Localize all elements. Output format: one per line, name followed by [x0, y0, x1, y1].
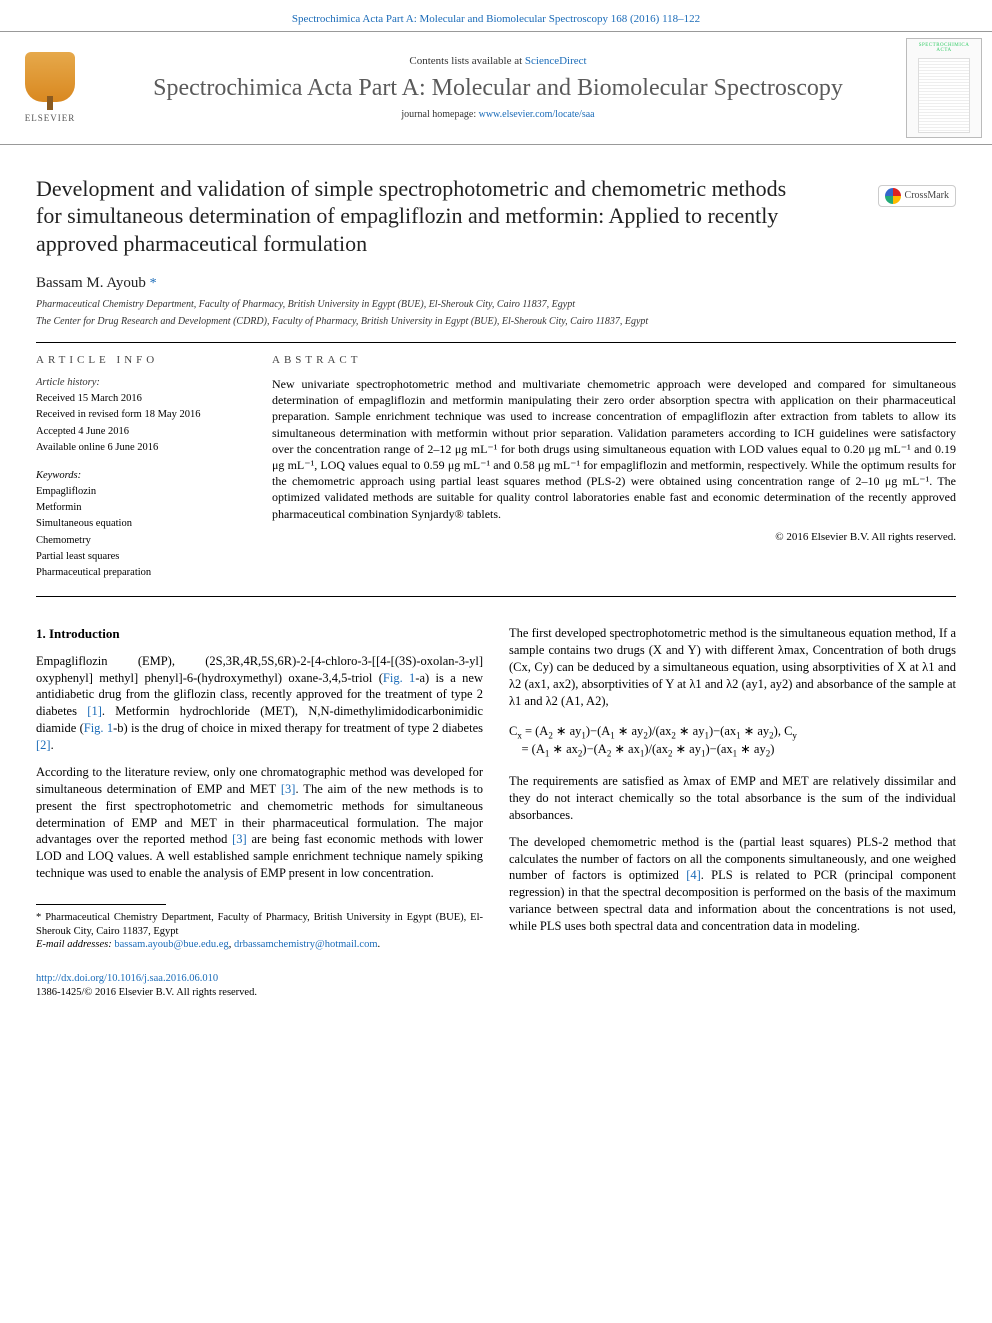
- intro-heading: 1. Introduction: [36, 625, 483, 643]
- info-abstract-row: article info Article history: Received 1…: [0, 343, 992, 582]
- email-link[interactable]: drbassamchemistry@hotmail.com: [234, 939, 378, 950]
- history-head: Article history:: [36, 376, 246, 390]
- author-name: Bassam M. Ayoub *: [36, 273, 956, 294]
- journal-name: Spectrochimica Acta Part A: Molecular an…: [104, 75, 892, 103]
- abstract-text: New univariate spectrophotometric method…: [272, 376, 956, 522]
- fig-link[interactable]: Fig. 1: [84, 721, 113, 735]
- running-head-link[interactable]: Spectrochimica Acta Part A: Molecular an…: [292, 13, 700, 25]
- footnotes: * Pharmaceutical Chemistry Department, F…: [36, 911, 483, 952]
- email-link[interactable]: bassam.ayoub@bue.edu.eg: [114, 939, 228, 950]
- article-info-col: article info Article history: Received 1…: [36, 353, 246, 582]
- text: .: [377, 939, 380, 950]
- sciencedirect-link[interactable]: ScienceDirect: [525, 55, 587, 67]
- corresponding-mark[interactable]: *: [150, 276, 157, 291]
- method-p2: The requirements are satisfied as λmax o…: [509, 773, 956, 824]
- corresponding-footnote: * Pharmaceutical Chemistry Department, F…: [36, 911, 483, 938]
- keyword: Pharmaceutical preparation: [36, 566, 246, 580]
- keyword: Chemometry: [36, 534, 246, 548]
- text: -b) is the drug of choice in mixed thera…: [113, 721, 483, 735]
- ref-link[interactable]: [4]: [686, 868, 701, 882]
- contents-line: Contents lists available at ScienceDirec…: [104, 54, 892, 69]
- text: .: [51, 738, 54, 752]
- keyword: Empagliflozin: [36, 485, 246, 499]
- equation-block: Cx = (A2 ∗ ay1)−(A1 ∗ ay2)/(ax2 ∗ ay1)−(…: [509, 722, 956, 760]
- ref-link[interactable]: [1]: [87, 704, 102, 718]
- right-column: The first developed spectrophotometric m…: [509, 625, 956, 952]
- author-block: Bassam M. Ayoub * Pharmaceutical Chemist…: [0, 267, 992, 330]
- crossmark-label: CrossMark: [905, 189, 949, 203]
- history-line: Received in revised form 18 May 2016: [36, 408, 246, 422]
- left-column: 1. Introduction Empagliflozin (EMP), (2S…: [36, 625, 483, 952]
- method-p1: The first developed spectrophotometric m…: [509, 625, 956, 709]
- keywords-head: Keywords:: [36, 469, 246, 483]
- homepage-prefix: journal homepage:: [401, 109, 478, 120]
- intro-p2: According to the literature review, only…: [36, 764, 483, 882]
- article-info-label: article info: [36, 353, 246, 368]
- running-head: Spectrochimica Acta Part A: Molecular an…: [0, 0, 992, 31]
- journal-cover-thumb: SPECTROCHIMICA ACTA: [906, 38, 982, 138]
- crossmark-icon: [885, 188, 901, 204]
- ref-link[interactable]: [2]: [36, 738, 51, 752]
- ref-link[interactable]: [3]: [281, 782, 296, 796]
- footnote-rule: [36, 904, 166, 905]
- cover-title: SPECTROCHIMICA ACTA: [911, 43, 977, 54]
- history-line: Received 15 March 2016: [36, 392, 246, 406]
- crossmark-badge[interactable]: CrossMark: [878, 185, 956, 207]
- publisher-logo: ELSEVIER: [10, 48, 90, 128]
- author-text: Bassam M. Ayoub: [36, 275, 150, 291]
- masthead-center: Contents lists available at ScienceDirec…: [104, 54, 892, 122]
- affiliation-2: The Center for Drug Research and Develop…: [36, 315, 956, 328]
- elsevier-tree-icon: [25, 52, 75, 102]
- body-columns: 1. Introduction Empagliflozin (EMP), (2S…: [0, 597, 992, 952]
- email-label: E-mail addresses:: [36, 939, 114, 950]
- journal-homepage: journal homepage: www.elsevier.com/locat…: [104, 108, 892, 122]
- cover-body: [918, 58, 971, 133]
- history-line: Available online 6 June 2016: [36, 441, 246, 455]
- intro-p1: Empagliflozin (EMP), (2S,3R,4R,5S,6R)-2-…: [36, 653, 483, 754]
- history-line: Accepted 4 June 2016: [36, 425, 246, 439]
- ref-link[interactable]: [3]: [232, 832, 247, 846]
- keyword: Simultaneous equation: [36, 517, 246, 531]
- abstract-copyright: © 2016 Elsevier B.V. All rights reserved…: [272, 530, 956, 545]
- article-header: CrossMark Development and validation of …: [0, 145, 992, 268]
- affiliation-1: Pharmaceutical Chemistry Department, Fac…: [36, 298, 956, 311]
- keyword: Metformin: [36, 501, 246, 515]
- abstract-label: abstract: [272, 353, 956, 368]
- keyword: Partial least squares: [36, 550, 246, 564]
- masthead: ELSEVIER Contents lists available at Sci…: [0, 31, 992, 145]
- fig-link[interactable]: Fig. 1: [383, 671, 415, 685]
- doi-link[interactable]: http://dx.doi.org/10.1016/j.saa.2016.06.…: [36, 973, 218, 984]
- publisher-name: ELSEVIER: [25, 112, 76, 124]
- doi-block: http://dx.doi.org/10.1016/j.saa.2016.06.…: [0, 952, 992, 1016]
- homepage-link[interactable]: www.elsevier.com/locate/saa: [479, 109, 595, 120]
- abstract-col: abstract New univariate spectrophotometr…: [272, 353, 956, 582]
- method-p3: The developed chemometric method is the …: [509, 834, 956, 935]
- issn-copyright: 1386-1425/© 2016 Elsevier B.V. All right…: [36, 986, 956, 1000]
- email-footnote: E-mail addresses: bassam.ayoub@bue.edu.e…: [36, 938, 483, 952]
- article-title: Development and validation of simple spe…: [36, 175, 816, 258]
- contents-prefix: Contents lists available at: [409, 55, 524, 67]
